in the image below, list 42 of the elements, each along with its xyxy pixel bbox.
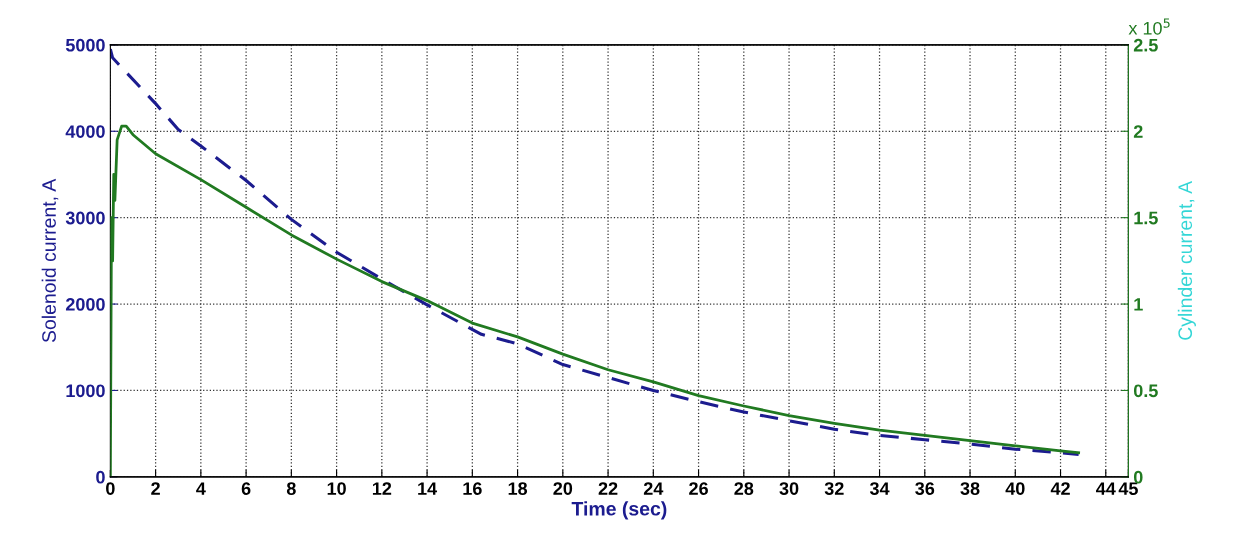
x-tick-label: 16 bbox=[463, 482, 482, 495]
x-tick-label: 32 bbox=[824, 482, 844, 496]
text: x 10$^{5}$ bbox=[1128, 18, 1170, 35]
x-tick-label: 42 bbox=[1050, 482, 1070, 495]
y-tick-label: 3000 bbox=[65, 211, 105, 225]
x-tick-label: 30 bbox=[779, 482, 799, 496]
x-tick-label: 0 bbox=[106, 482, 115, 495]
line-series bbox=[110, 47, 1081, 456]
x-tick-label: 20 bbox=[553, 482, 573, 495]
y-tick-label: 0 bbox=[96, 470, 105, 484]
x-axis-title: Time (sec) bbox=[571, 501, 667, 520]
x-tick-label: 38 bbox=[960, 482, 980, 496]
x-tick-label: 8 bbox=[286, 482, 296, 495]
x-tick-label: 4 bbox=[196, 482, 206, 495]
x-tick-label: 2 bbox=[151, 482, 160, 495]
x-tick-label: 26 bbox=[689, 482, 708, 495]
y2-tick-label: 0 bbox=[1133, 470, 1143, 484]
y2-tick-label: 1.5 bbox=[1134, 211, 1158, 225]
y2-tick-label: 0.5 bbox=[1133, 384, 1158, 398]
x-tick-label: 10 bbox=[327, 482, 346, 495]
y2-tick-label: 2.5 bbox=[1133, 38, 1158, 52]
x-tick-label: 6 bbox=[241, 482, 251, 495]
x-tick-label: 40 bbox=[1005, 482, 1025, 495]
line-series bbox=[110, 124, 1081, 477]
x-tick-label: 44 bbox=[1096, 482, 1116, 495]
x-tick-label: 36 bbox=[915, 482, 935, 496]
y-tick-label: 2000 bbox=[65, 297, 105, 311]
x-tick-label: 24 bbox=[643, 482, 664, 495]
y2-tick-label: 1 bbox=[1134, 298, 1143, 311]
x-tick-label: 18 bbox=[508, 482, 528, 495]
x-tick-label: 34 bbox=[869, 482, 890, 496]
x-tick-label: 28 bbox=[734, 482, 754, 495]
y-tick-label: 1000 bbox=[66, 384, 105, 398]
x-tick-label: 12 bbox=[372, 482, 392, 495]
x-tick-label: 45 bbox=[1118, 482, 1138, 495]
x-tick-label: 22 bbox=[598, 482, 618, 495]
y-tick-label: 4000 bbox=[65, 125, 105, 138]
y2-tick-label: 2 bbox=[1133, 125, 1143, 138]
x-tick-label: 14 bbox=[418, 482, 438, 495]
y2-axis-title: Cylinder current, A bbox=[1177, 180, 1196, 340]
y-axis-title: Solenoid current, A bbox=[41, 178, 59, 343]
y-tick-label: 5000 bbox=[65, 38, 105, 52]
